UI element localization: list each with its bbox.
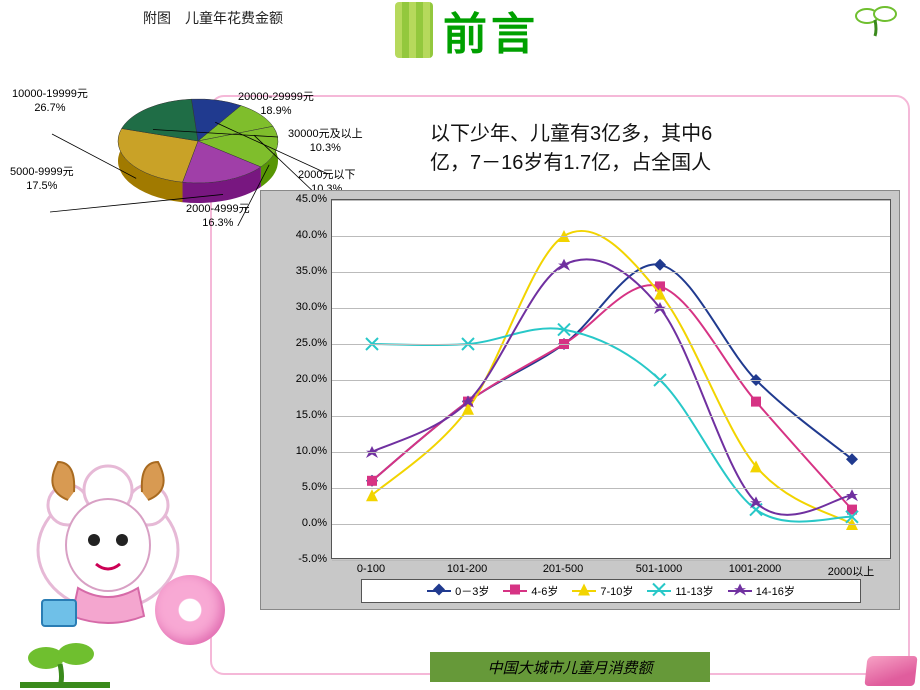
y-tick-label: 25.0% [269, 337, 327, 349]
legend-item: 4-6岁 [503, 583, 558, 599]
legend-item: 11-13岁 [647, 583, 713, 599]
pie-slice-label: 5000-9999元 17.5% [10, 166, 74, 194]
pie-slice-label: 10000-19999元 26.7% [12, 88, 88, 116]
y-tick-label: 35.0% [269, 265, 327, 277]
x-tick-label: 501-1000 [636, 563, 683, 575]
gridline [332, 452, 890, 453]
line-chart-plot [331, 199, 891, 559]
y-tick-label: 5.0% [269, 481, 327, 493]
pie-slice-label: 2000-4999元 16.3% [186, 203, 250, 231]
gridline [332, 236, 890, 237]
gridline [332, 308, 890, 309]
pie-slice-label: 20000-29999元 18.9% [238, 91, 314, 119]
x-tick-label: 201-500 [543, 563, 583, 575]
legend-item: 0－3岁 [427, 583, 489, 599]
x-tick-label: 1001-2000 [729, 563, 782, 575]
body-text-line1: 以下少年、儿童有3亿多，其中6 [430, 120, 900, 149]
gridline [332, 488, 890, 489]
gridline [332, 200, 890, 201]
sprout-icon [853, 4, 909, 38]
y-tick-label: 15.0% [269, 409, 327, 421]
gridline [332, 524, 890, 525]
pie-chart-title: 附图 儿童年花费金额 [8, 8, 418, 28]
legend-item: 14-16岁 [728, 583, 795, 599]
y-tick-label: 45.0% [269, 193, 327, 205]
page-title: 前言 [443, 0, 539, 62]
sprout-icon-bottom [20, 638, 110, 688]
y-tick-label: 0.0% [269, 517, 327, 529]
gridline [332, 344, 890, 345]
body-text: 以下少年、儿童有3亿多，其中6 亿，7－16岁有1.7亿，占全国人 [430, 120, 900, 178]
x-tick-label: 101-200 [447, 563, 487, 575]
title-block: 前言 [395, 0, 905, 60]
legend-item: 7-10岁 [572, 583, 633, 599]
pie-slice-label: 30000元及以上 10.3% [288, 128, 363, 156]
gridline [332, 560, 890, 561]
corner-book-icon [864, 656, 917, 686]
y-tick-label: 40.0% [269, 229, 327, 241]
body-text-line2: 亿，7－16岁有1.7亿，占全国人 [430, 149, 900, 178]
line-chart: 0－3岁 4-6岁 7-10岁 11-13岁 14-16岁 -5.0% 0.0% 5.0% 1… [260, 190, 900, 610]
line-chart-legend: 0－3岁 4-6岁 7-10岁 11-13岁 14-16岁 [361, 579, 861, 603]
gridline [332, 272, 890, 273]
chart-caption: 中国大城市儿童月消费额 [430, 652, 710, 682]
y-tick-label: -5.0% [269, 553, 327, 565]
x-tick-label: 0-100 [357, 563, 385, 575]
gridline [332, 416, 890, 417]
y-tick-label: 20.0% [269, 373, 327, 385]
gridline [332, 380, 890, 381]
pink-ring-decor [155, 575, 225, 645]
x-tick-label: 2000以上 [828, 563, 874, 579]
y-tick-label: 30.0% [269, 301, 327, 313]
y-tick-label: 10.0% [269, 445, 327, 457]
